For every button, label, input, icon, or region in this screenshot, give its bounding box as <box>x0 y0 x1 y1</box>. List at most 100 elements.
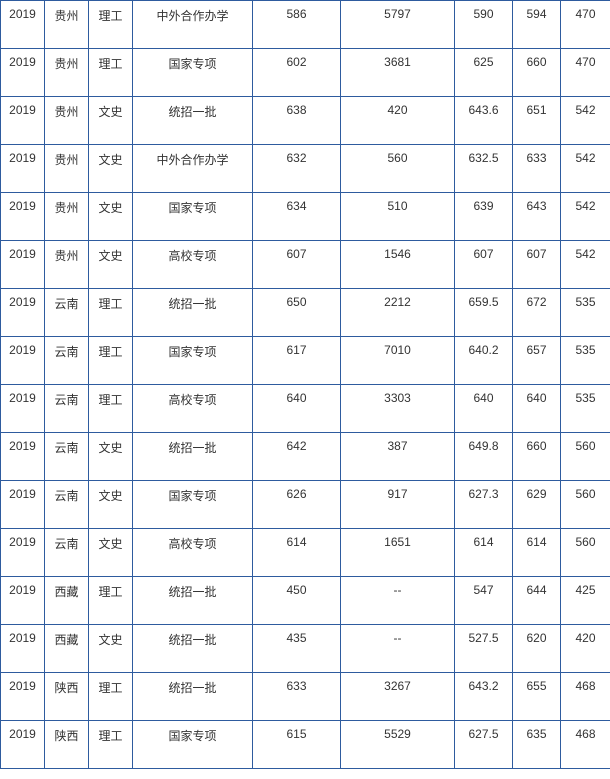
table-body: 2019贵州理工中外合作办学58657975905944702019贵州理工国家… <box>1 1 610 769</box>
table-row: 2019云南文史国家专项626917627.3629560 <box>1 481 610 529</box>
table-row: 2019贵州理工国家专项6023681625660470 <box>1 49 610 97</box>
table-cell: 607 <box>513 241 561 289</box>
table-cell: 607 <box>253 241 341 289</box>
table-cell: 535 <box>561 385 610 433</box>
table-cell: 560 <box>561 433 610 481</box>
table-row: 2019西藏文史统招一批435--527.5620420 <box>1 625 610 673</box>
table-cell: 5529 <box>341 721 455 769</box>
table-cell: 国家专项 <box>133 193 253 241</box>
table-row: 2019贵州理工中外合作办学5865797590594470 <box>1 1 610 49</box>
table-cell: 理工 <box>89 289 133 337</box>
table-cell: 贵州 <box>45 1 89 49</box>
table-cell: 626 <box>253 481 341 529</box>
table-row: 2019云南理工高校专项6403303640640535 <box>1 385 610 433</box>
table-cell: 660 <box>513 433 561 481</box>
table-cell: 云南 <box>45 289 89 337</box>
table-cell: 542 <box>561 241 610 289</box>
table-cell: 文史 <box>89 529 133 577</box>
table-cell: 655 <box>513 673 561 721</box>
table-cell: 672 <box>513 289 561 337</box>
table-cell: 陕西 <box>45 673 89 721</box>
table-cell: 2019 <box>1 433 45 481</box>
table-cell: 615 <box>253 721 341 769</box>
table-cell: 650 <box>253 289 341 337</box>
table-cell: 云南 <box>45 481 89 529</box>
table-cell: 2019 <box>1 385 45 433</box>
table-cell: 594 <box>513 1 561 49</box>
table-cell: 2019 <box>1 97 45 145</box>
table-cell: 590 <box>455 1 513 49</box>
table-cell: 542 <box>561 193 610 241</box>
table-row: 2019陕西理工统招一批6333267643.2655468 <box>1 673 610 721</box>
table-cell: 639 <box>455 193 513 241</box>
admissions-table: 2019贵州理工中外合作办学58657975905944702019贵州理工国家… <box>0 0 610 769</box>
table-cell: 云南 <box>45 433 89 481</box>
table-cell: 文史 <box>89 145 133 193</box>
table-cell: 文史 <box>89 241 133 289</box>
table-cell: 586 <box>253 1 341 49</box>
table-cell: 2019 <box>1 625 45 673</box>
table-cell: 640.2 <box>455 337 513 385</box>
table-cell: 5797 <box>341 1 455 49</box>
table-cell: 2019 <box>1 145 45 193</box>
table-cell: 468 <box>561 721 610 769</box>
table-cell: 理工 <box>89 49 133 97</box>
table-cell: 643.6 <box>455 97 513 145</box>
table-cell: 文史 <box>89 433 133 481</box>
table-cell: 2019 <box>1 289 45 337</box>
table-cell: 640 <box>253 385 341 433</box>
table-cell: 国家专项 <box>133 481 253 529</box>
table-cell: 643 <box>513 193 561 241</box>
table-cell: 高校专项 <box>133 529 253 577</box>
table-cell: 2019 <box>1 673 45 721</box>
table-cell: 660 <box>513 49 561 97</box>
table-cell: 统招一批 <box>133 577 253 625</box>
table-cell: 468 <box>561 673 610 721</box>
table-cell: 文史 <box>89 193 133 241</box>
table-cell: 535 <box>561 337 610 385</box>
table-cell: 425 <box>561 577 610 625</box>
table-cell: 文史 <box>89 625 133 673</box>
table-cell: 614 <box>513 529 561 577</box>
table-cell: 560 <box>561 529 610 577</box>
table-cell: 贵州 <box>45 145 89 193</box>
table-cell: 理工 <box>89 721 133 769</box>
table-cell: 陕西 <box>45 721 89 769</box>
table-cell: 614 <box>253 529 341 577</box>
table-cell: 602 <box>253 49 341 97</box>
table-cell: 620 <box>513 625 561 673</box>
table-cell: 659.5 <box>455 289 513 337</box>
table-cell: 420 <box>561 625 610 673</box>
table-cell: 1546 <box>341 241 455 289</box>
table-row: 2019陕西理工国家专项6155529627.5635468 <box>1 721 610 769</box>
table-cell: 西藏 <box>45 625 89 673</box>
table-cell: 607 <box>455 241 513 289</box>
table-cell: 中外合作办学 <box>133 145 253 193</box>
table-cell: 614 <box>455 529 513 577</box>
table-cell: 2019 <box>1 1 45 49</box>
table-cell: 420 <box>341 97 455 145</box>
table-row: 2019云南理工国家专项6177010640.2657535 <box>1 337 610 385</box>
table-cell: 2019 <box>1 529 45 577</box>
table-cell: 638 <box>253 97 341 145</box>
table-row: 2019贵州文史中外合作办学632560632.5633542 <box>1 145 610 193</box>
table-cell: 理工 <box>89 673 133 721</box>
table-cell: 633 <box>513 145 561 193</box>
table-cell: 7010 <box>341 337 455 385</box>
table-cell: 2019 <box>1 721 45 769</box>
table-cell: 理工 <box>89 1 133 49</box>
table-cell: 统招一批 <box>133 289 253 337</box>
table-cell: 西藏 <box>45 577 89 625</box>
table-cell: 542 <box>561 97 610 145</box>
table-cell: 2019 <box>1 337 45 385</box>
table-cell: 435 <box>253 625 341 673</box>
table-cell: 统招一批 <box>133 433 253 481</box>
table-cell: 文史 <box>89 97 133 145</box>
table-cell: 2019 <box>1 241 45 289</box>
table-cell: 629 <box>513 481 561 529</box>
table-cell: 国家专项 <box>133 721 253 769</box>
table-cell: 510 <box>341 193 455 241</box>
table-cell: 云南 <box>45 529 89 577</box>
table-cell: 917 <box>341 481 455 529</box>
table-cell: 627.5 <box>455 721 513 769</box>
